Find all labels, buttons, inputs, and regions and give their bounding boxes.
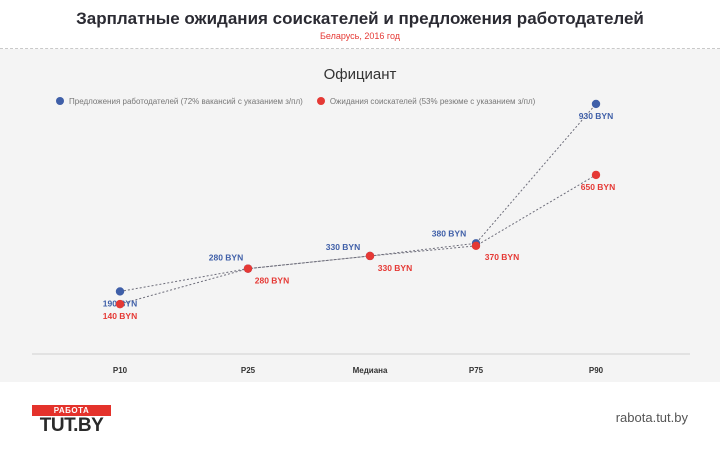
legend-label-seekers: Ожидания соискателей (53% резюме с указа…: [329, 96, 536, 106]
data-point: [243, 264, 253, 273]
logo-bottom-text: TUT.BY: [39, 415, 104, 436]
header: Зарплатные ожидания соискателей и предло…: [0, 0, 720, 48]
data-label: 330 BYN: [378, 263, 413, 273]
x-tick-label: P10: [113, 366, 128, 375]
data-point: [591, 99, 601, 109]
page-title: Зарплатные ожидания соискателей и предло…: [76, 9, 644, 28]
data-point: [115, 287, 125, 296]
page-subtitle: Беларусь, 2016 год: [319, 31, 401, 41]
chart-panel: Официант Предложения работодателей (72% …: [0, 49, 720, 382]
data-point: [115, 299, 125, 309]
data-label: 280 BYN: [209, 253, 244, 263]
data-label: 930 BYN: [579, 111, 614, 121]
logo[interactable]: РАБОТА TUT.BY: [32, 405, 111, 436]
logo-top-text: РАБОТА: [32, 405, 111, 416]
footer: РАБОТА TUT.BY rabota.tut.by: [0, 382, 720, 450]
data-label: 280 BYN: [255, 276, 290, 286]
legend-label-employers: Предложения работодателей (72% вакансий …: [69, 96, 303, 106]
header-divider: [0, 48, 720, 49]
legend-dot-employers: [56, 97, 64, 105]
data-label: 380 BYN: [432, 228, 467, 238]
data-label: 140 BYN: [103, 311, 138, 321]
data-label: 650 BYN: [581, 182, 616, 192]
data-point: [591, 170, 601, 180]
series-line-employers: [119, 103, 597, 292]
legend-item-employers: Предложения работодателей (72% вакансий …: [56, 97, 303, 106]
data-point: [365, 251, 375, 261]
legend-item-seekers: Ожидания соискателей (53% резюме с указа…: [316, 96, 536, 106]
data-label: 370 BYN: [485, 252, 520, 262]
x-tick-label: P75: [469, 366, 484, 375]
data-label: 330 BYN: [326, 242, 361, 252]
x-tick-label: P25: [241, 366, 256, 375]
legend-dot-seekers: [316, 97, 325, 105]
x-tick-label: P90: [589, 366, 604, 375]
series-line-seekers: [119, 174, 597, 305]
x-tick-label: Медиана: [353, 366, 388, 375]
chart-legend: Предложения работодателей (72% вакансий …: [56, 95, 549, 107]
data-point: [471, 241, 481, 251]
chart-title: Официант: [323, 66, 397, 83]
site-url-link[interactable]: rabota.tut.by: [615, 410, 688, 425]
